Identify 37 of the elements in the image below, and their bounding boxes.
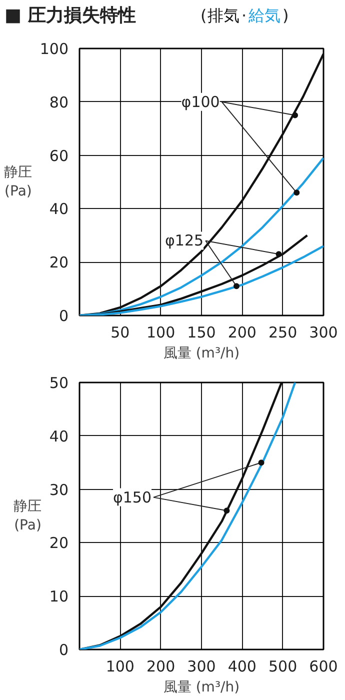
y-tick-label: 20 xyxy=(49,534,69,552)
text: · xyxy=(242,6,247,25)
x-axis-title: 風量 (m³/h) xyxy=(163,346,240,362)
text: ) xyxy=(282,6,289,25)
y-axis-title: 静圧 (Pa) xyxy=(13,498,42,534)
chart-title: ■ 圧力損失特性 xyxy=(4,5,136,26)
y-tick-label: 0 xyxy=(58,307,69,325)
y-tick-label: 40 xyxy=(49,427,69,446)
x-tick-label: 200 xyxy=(146,658,176,676)
text: 排気 xyxy=(208,6,240,25)
x-tick-label: 50 xyxy=(110,324,130,342)
y-axis-title: 静圧 (Pa) xyxy=(4,164,32,200)
x-tick-label: 100 xyxy=(106,658,134,676)
text: 給気 xyxy=(248,6,280,25)
y-tick-label: 40 xyxy=(49,200,69,218)
annotation: φ125 xyxy=(165,232,204,250)
x-tick-label: 500 xyxy=(268,658,298,676)
y-tick-label: 20 xyxy=(49,254,69,272)
x-axis-title: 風量 (m³/h) xyxy=(163,680,240,696)
x-tick-label: 400 xyxy=(228,658,256,676)
x-tick-label: 600 xyxy=(309,658,338,676)
y-tick-label: 100 xyxy=(40,40,69,58)
annotation: φ100 xyxy=(181,92,220,111)
x-tick-label: 300 xyxy=(309,324,338,342)
y-tick-label: 0 xyxy=(58,641,69,659)
x-tick-label: 300 xyxy=(187,658,216,676)
x-tick-label: 100 xyxy=(146,324,176,342)
text: ( xyxy=(200,6,207,25)
y-tick-label: 80 xyxy=(49,93,69,112)
y-tick-label: 60 xyxy=(49,146,69,165)
y-tick-label: 10 xyxy=(49,588,69,606)
annotation: φ150 xyxy=(112,488,152,506)
x-tick-label: 150 xyxy=(187,324,216,342)
y-tick-label: 50 xyxy=(49,374,69,392)
x-tick-label: 200 xyxy=(228,324,256,342)
x-tick-label: 250 xyxy=(268,324,298,342)
y-tick-label: 30 xyxy=(49,480,69,499)
